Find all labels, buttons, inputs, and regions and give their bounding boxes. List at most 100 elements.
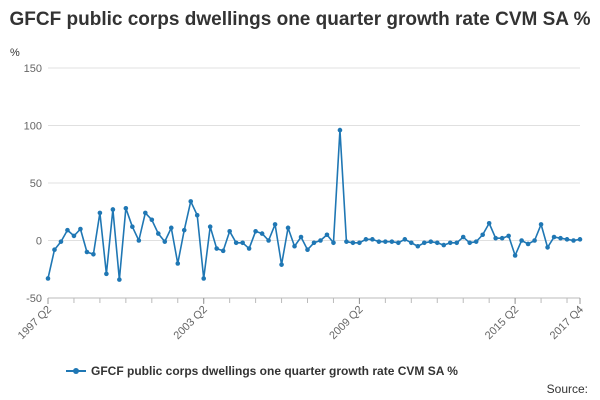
data-point[interactable] xyxy=(538,222,544,227)
data-point[interactable] xyxy=(97,210,103,216)
data-point[interactable] xyxy=(220,248,226,254)
data-point[interactable] xyxy=(136,238,142,243)
data-point[interactable] xyxy=(434,240,440,246)
source-label: Source: xyxy=(547,382,588,396)
data-point[interactable] xyxy=(162,239,168,244)
data-point[interactable] xyxy=(363,237,369,242)
data-point[interactable] xyxy=(58,239,64,244)
data-point[interactable] xyxy=(168,225,174,231)
data-point[interactable] xyxy=(486,220,492,226)
data-point[interactable] xyxy=(175,261,181,266)
data-point[interactable] xyxy=(428,239,434,244)
chart-title: GFCF public corps dwellings one quarter … xyxy=(9,9,591,30)
data-point[interactable] xyxy=(460,234,466,240)
data-point[interactable] xyxy=(370,237,375,242)
data-point[interactable] xyxy=(285,225,291,231)
data-point[interactable] xyxy=(71,233,77,239)
data-point[interactable] xyxy=(298,234,304,240)
data-point[interactable] xyxy=(194,212,200,218)
data-point[interactable] xyxy=(227,229,232,234)
axes: -50 0 50 100 150 1997 Q2 2003 Q2 2009 Q2 2015 Q2… xyxy=(16,63,586,342)
data-point[interactable] xyxy=(233,240,239,246)
x-tick-label: 2017 Q4 xyxy=(548,304,586,342)
y-axis-unit: % xyxy=(10,47,20,59)
data-point[interactable] xyxy=(292,243,297,249)
data-point[interactable] xyxy=(188,199,194,204)
data-point[interactable] xyxy=(123,206,129,211)
data-point[interactable] xyxy=(447,240,453,246)
gridlines xyxy=(48,67,580,299)
data-point[interactable] xyxy=(149,217,155,223)
data-point[interactable] xyxy=(525,241,531,247)
data-point[interactable] xyxy=(84,249,90,255)
data-point[interactable] xyxy=(519,238,524,243)
x-tick-label: 2009 Q2 xyxy=(327,304,365,342)
data-point[interactable] xyxy=(473,239,479,244)
data-point[interactable] xyxy=(350,240,356,246)
data-point[interactable] xyxy=(130,224,135,229)
data-point[interactable] xyxy=(279,262,284,267)
data-point[interactable] xyxy=(65,227,70,233)
data-point[interactable] xyxy=(201,276,207,281)
data-point[interactable] xyxy=(344,239,349,244)
data-point[interactable] xyxy=(441,242,447,248)
data-point[interactable] xyxy=(402,237,408,242)
y-tick-label: -50 xyxy=(26,293,42,305)
data-point[interactable] xyxy=(506,233,511,239)
data-point[interactable] xyxy=(110,207,116,212)
data-point[interactable] xyxy=(240,240,245,246)
data-point[interactable] xyxy=(181,227,187,233)
data-point[interactable] xyxy=(409,240,414,246)
data-point[interactable] xyxy=(577,237,583,242)
data-point[interactable] xyxy=(253,229,258,234)
data-point[interactable] xyxy=(389,239,395,244)
data-point[interactable] xyxy=(532,238,537,243)
y-tick-label: 50 xyxy=(30,178,42,190)
data-point[interactable] xyxy=(454,240,460,246)
data-point[interactable] xyxy=(357,240,362,246)
data-point[interactable] xyxy=(493,235,498,241)
data-point[interactable] xyxy=(78,226,83,232)
data-point[interactable] xyxy=(512,253,518,258)
data-point[interactable] xyxy=(311,240,317,246)
data-point[interactable] xyxy=(467,240,473,246)
x-tick-label: 2003 Q2 xyxy=(172,304,210,342)
data-point[interactable] xyxy=(551,234,557,240)
legend-label[interactable]: GFCF public corps dwellings one quarter … xyxy=(91,364,458,378)
data-point[interactable] xyxy=(318,238,323,243)
data-point[interactable] xyxy=(337,127,343,133)
data-point[interactable] xyxy=(396,240,401,246)
data-point[interactable] xyxy=(421,240,427,246)
data-point[interactable] xyxy=(376,239,382,244)
data-point[interactable] xyxy=(207,224,213,229)
data-point[interactable] xyxy=(564,237,570,242)
data-point[interactable] xyxy=(104,271,109,277)
data-point[interactable] xyxy=(117,277,122,282)
data-point[interactable] xyxy=(266,238,271,243)
data-point[interactable] xyxy=(324,232,330,238)
data-point[interactable] xyxy=(571,238,576,243)
series-line xyxy=(47,129,581,281)
data-point[interactable] xyxy=(155,231,161,236)
data-point[interactable] xyxy=(246,246,252,251)
data-point[interactable] xyxy=(383,239,388,244)
data-point[interactable] xyxy=(45,276,51,281)
data-point[interactable] xyxy=(143,210,148,216)
data-point[interactable] xyxy=(305,247,310,252)
y-tick-label: 150 xyxy=(24,63,42,75)
data-point[interactable] xyxy=(545,245,550,250)
data-point[interactable] xyxy=(259,231,265,236)
y-tick-label: 0 xyxy=(36,236,42,248)
legend: GFCF public corps dwellings one quarter … xyxy=(66,364,458,378)
data-point[interactable] xyxy=(214,246,219,251)
data-point[interactable] xyxy=(499,235,505,241)
data-point[interactable] xyxy=(558,235,563,241)
data-point[interactable] xyxy=(52,247,57,252)
data-point[interactable] xyxy=(331,240,336,246)
data-point[interactable] xyxy=(415,243,421,249)
series-layer xyxy=(45,127,583,282)
data-point[interactable] xyxy=(272,222,278,227)
data-point[interactable] xyxy=(91,252,96,257)
x-tick-label: 1997 Q2 xyxy=(16,304,54,342)
data-point[interactable] xyxy=(480,232,485,238)
